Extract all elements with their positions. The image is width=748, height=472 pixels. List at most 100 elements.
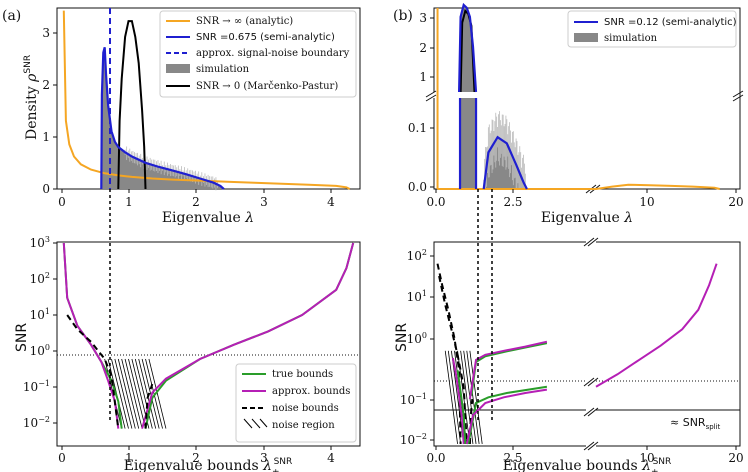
panel-b-top-xticks: 0.0 2.5 10 20: [426, 189, 744, 209]
y-tick-label: 2: [42, 78, 50, 92]
x-tick-label: 2.5: [503, 195, 522, 209]
y-tick-label: 3: [42, 26, 50, 40]
approx-bound-right-lower: [465, 388, 548, 445]
x-axis-label: Eigenvalue λ: [541, 210, 633, 226]
noise-bound-left: [66, 314, 120, 429]
y-tick-label: 101: [30, 307, 50, 322]
legend-label: noise region: [272, 420, 335, 431]
simulation-area: [460, 98, 477, 189]
hatch-line: [145, 358, 163, 429]
x-tick-label: 1: [125, 451, 133, 465]
snr-012-outlier-line: [482, 135, 528, 190]
legend-label: noise bounds: [272, 403, 339, 414]
hatch-line: [447, 350, 462, 445]
x-tick-label: 0: [58, 451, 66, 465]
approx-bound-right: [141, 242, 355, 429]
bound-lines: [62, 242, 355, 429]
panel-label-a: (a): [2, 8, 21, 24]
true-bound-left: [456, 370, 467, 445]
panel-b-top: (b) 0.0 2.5 10 20 1 2: [393, 2, 744, 226]
x-tick-label: 2: [192, 451, 200, 465]
hatch-line: [466, 350, 480, 445]
x-axis-label: Eigenvalue bounds λ±SNR: [124, 457, 293, 472]
legend-label: simulation: [604, 33, 658, 44]
y-tick-label: 100: [30, 343, 50, 358]
legend-label: true bounds: [272, 369, 333, 380]
y-tick-label: 103: [30, 235, 50, 250]
y-tick-label: 2: [419, 41, 427, 55]
legend: true bounds approx. bounds noise bounds …: [235, 363, 357, 443]
x-tick-label: 1: [125, 195, 133, 209]
legend-label: SNR =0.675 (semi-analytic): [196, 32, 335, 43]
hatch-line: [141, 358, 160, 429]
x-tick-label: 4: [327, 195, 335, 209]
snr-split-label: ≈ SNRsplit: [670, 416, 721, 431]
x-tick-label: 2: [192, 195, 200, 209]
legend-label: approx. signal-noise boundary: [196, 48, 350, 59]
hatch-line: [134, 358, 153, 429]
snr-012-line: [458, 2, 478, 93]
hatch-line: [148, 358, 167, 429]
hatch-line: [444, 350, 458, 445]
approx-bound-left: [62, 242, 120, 429]
hatch-line: [138, 358, 157, 429]
panel-a-bottom: 103 102 101 100 10−1 10−2 0 1 2 3 4 SNR …: [14, 235, 361, 472]
x-tick-label: 2.5: [503, 451, 522, 465]
y-axis-label: Density ρSNR: [23, 55, 40, 140]
x-tick-label: 4: [327, 451, 335, 465]
legend-label: approx. bounds: [272, 386, 350, 397]
noise-bound-left: [438, 275, 468, 445]
simulation-histogram: [459, 5, 527, 189]
x-tick-label: 0: [58, 195, 66, 209]
y-tick-label: 0.1: [408, 121, 427, 135]
y-tick-label: 1: [419, 70, 427, 84]
hatch-line: [121, 358, 140, 429]
hatch-line: [451, 350, 465, 445]
hatch-line: [124, 358, 143, 429]
x-axis-label: Eigenvalue λ: [162, 210, 254, 226]
hatch-line: [469, 350, 483, 445]
y-tick-label: 10−1: [400, 392, 427, 407]
x-axis-label: Eigenvalue bounds λ±SNR: [503, 457, 672, 472]
panel-b-bottom: ≈ SNRsplit 102 101 100 10−1 10−2 0.0 2.5…: [394, 237, 744, 472]
x-tick-label: 10: [639, 195, 654, 209]
y-tick-label: 102: [30, 271, 50, 286]
panel-b-bottom-xticks: 0.0 2.5 10 20: [426, 446, 744, 465]
legend-label: simulation: [196, 64, 250, 75]
panel-label-b: (b): [393, 8, 413, 24]
snr-0675-line: [100, 47, 225, 190]
approx-bound-right: [468, 340, 548, 400]
simulation-area: [459, 5, 477, 92]
y-tick-label: 3: [419, 11, 427, 25]
y-tick-label: 10−2: [23, 415, 50, 430]
y-tick-label: 0.0: [408, 180, 427, 194]
y-axis-label: SNR: [14, 323, 30, 352]
snr-infinity-line: [437, 183, 721, 190]
density-lines: [436, 2, 721, 190]
density-lines: [62, 10, 351, 190]
hatch-line: [114, 358, 133, 429]
y-tick-label: 0: [42, 182, 50, 196]
hatch-line: [128, 358, 146, 429]
legend-label: SNR → ∞ (analytic): [196, 16, 293, 27]
legend: SNR → ∞ (analytic) SNR =0.675 (semi-anal…: [159, 10, 357, 98]
panel-b-top-yticks: 1 2 3 0.0 0.1: [408, 11, 434, 194]
legend: SNR =0.12 (semi-analytic) simulation: [567, 10, 737, 48]
hatch-line: [111, 358, 129, 429]
panel-a-top-yticks: 0 1 2 3: [42, 26, 57, 196]
x-tick-label: 0.0: [426, 195, 445, 209]
bound-lines: [436, 263, 718, 445]
y-tick-label: 101: [407, 289, 427, 304]
snr-infinity-line: [62, 10, 351, 190]
y-tick-label: 102: [407, 248, 427, 263]
x-tick-label: 3: [260, 195, 268, 209]
approx-bound-far-right: [595, 263, 718, 388]
x-tick-label: 20: [728, 451, 743, 465]
x-tick-label: 20: [728, 195, 743, 209]
y-tick-label: 10−1: [23, 379, 50, 394]
x-tick-label: 3: [260, 451, 268, 465]
panel-a-bottom-xticks: 0 1 2 3 4: [58, 446, 335, 465]
panel-a-bottom-axes: [56, 241, 361, 447]
true-bound-left: [62, 242, 123, 429]
